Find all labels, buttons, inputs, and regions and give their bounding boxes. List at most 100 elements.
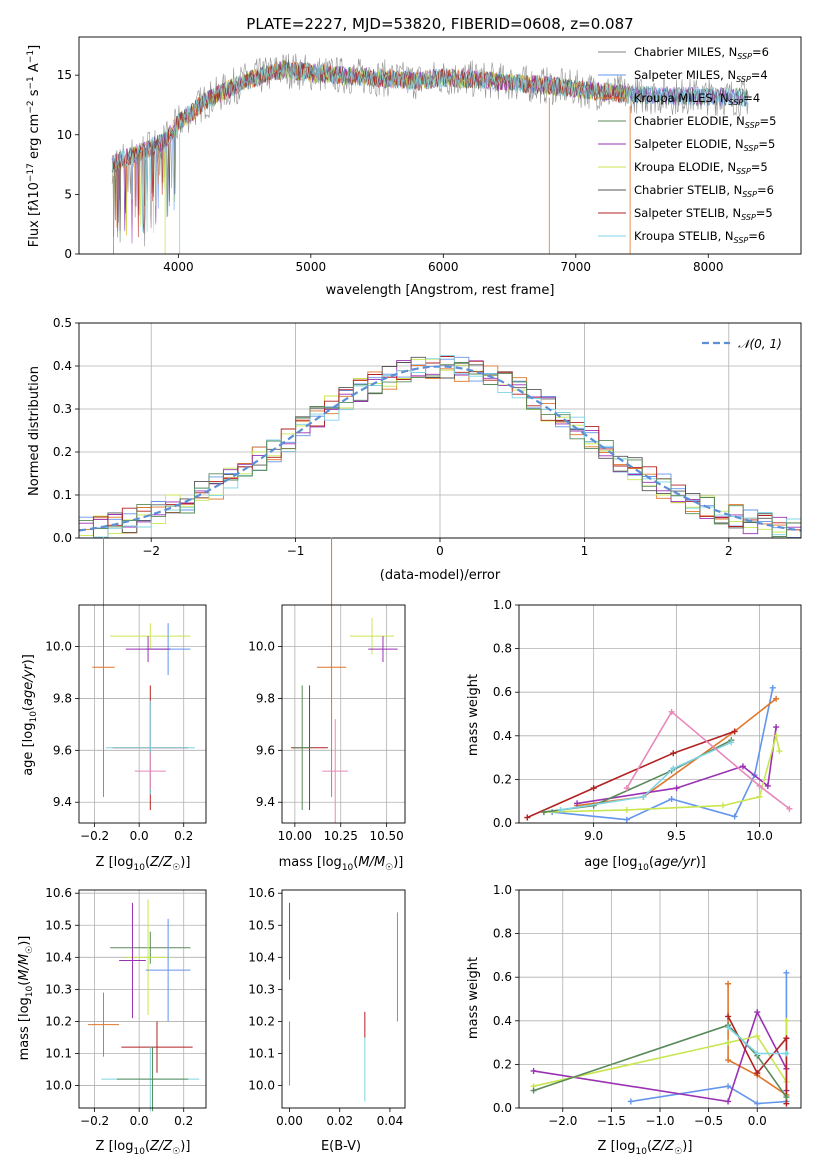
residual-xlabel: (data-model)/error <box>380 568 501 583</box>
residual-ytick-label: 0.3 <box>53 402 72 416</box>
mass-weight-metallicity-ytick-label: 0.0 <box>493 1101 512 1115</box>
residual-xtick-label: 0 <box>436 544 444 558</box>
spectrum-ytick-label: 10 <box>57 128 72 142</box>
mass-reddening-ytick-label: 10.3 <box>248 982 275 996</box>
spectrum-legend-label: Kroupa ELODIE, NSSP=5 <box>634 160 768 176</box>
spectrum-plot: 4000 5000 6000 7000 8000 0 5 10 15 <box>57 36 802 274</box>
mass-weight-age-ytick-label: 0.4 <box>493 729 512 743</box>
mass-weight-age-point-marker <box>524 814 531 821</box>
spectrum-series-line <box>111 60 630 235</box>
spectrum-legend-label: Salpeter STELIB, NSSP=5 <box>634 206 773 222</box>
residual-legend-label: 𝒩(0, 1) <box>738 337 782 351</box>
residual-xtick-label: 2 <box>725 544 733 558</box>
mass-weight-metallicity-point-marker <box>725 1024 732 1031</box>
gaussian-reference-curve <box>78 365 802 532</box>
mass-weight-vs-age-panel: 9.0 9.5 10.0 0.0 0.2 0.4 0.6 0.8 1.0 <box>493 598 802 843</box>
mass-weight-age-point-marker <box>773 695 780 702</box>
mass-weight-metallicity-point-marker <box>725 1098 732 1105</box>
mass-weight-metallicity-ytick-label: 0.6 <box>493 970 512 984</box>
spectrum-legend-label: Salpeter ELODIE, NSSP=5 <box>634 137 775 153</box>
mass-weight-age-point-marker <box>670 750 677 757</box>
mass-weight-age-series-line <box>543 739 732 813</box>
residual-ytick-label: 0.4 <box>53 359 72 373</box>
mass-weight-metallicity-xtick-label: 0.0 <box>748 1114 767 1128</box>
age-metallicity-ytick-label: 9.4 <box>53 795 72 809</box>
mass-reddening-frame <box>281 889 406 1109</box>
mass-reddening-ytick-label: 10.2 <box>248 1014 275 1028</box>
mass-weight-metallicity-point-marker <box>754 1033 761 1040</box>
mass-weight-metallicity-point-marker <box>530 1067 537 1074</box>
residual-xtick-label: −2 <box>142 544 160 558</box>
spectrum-xtick-label: 6000 <box>428 260 459 274</box>
mass-reddening-ytick-label: 10.0 <box>248 1079 275 1093</box>
mass-weight-age-series-line <box>576 698 777 807</box>
mass-weight-age-point-marker <box>764 782 771 789</box>
spectrum-xtick-label: 7000 <box>561 260 592 274</box>
mass-weight-age-ytick-label: 0.8 <box>493 642 512 656</box>
mass-weight-metallicity-xtick-label: −1.0 <box>645 1114 674 1128</box>
spectrum-xlabel: wavelength [Angstrom, rest frame] <box>326 283 555 298</box>
mass-vs-metallicity-panel: −0.2 0.0 0.2 10.0 10.1 10.2 10.3 10.4 10.5 10.6 <box>45 886 207 1128</box>
residual-ytick-label: 0.1 <box>53 488 72 502</box>
mass-weight-vs-metallicity-panel: −2.0 −1.5 −1.0 −0.5 0.0 0.0 0.2 0.4 0.6 0.8 1.0 <box>493 883 802 1128</box>
mass-metallicity-ytick-label: 10.4 <box>45 950 72 964</box>
age-mass-xtick-label: 10.00 <box>278 829 312 843</box>
age-metallicity-frame <box>78 604 207 824</box>
mass-weight-age-ytick-label: 0.2 <box>493 772 512 786</box>
mass-weight-metallicity-ytick-label: 0.4 <box>493 1014 512 1028</box>
mass-weight-age-point-marker <box>574 800 581 807</box>
residual-ytick-label: 0.2 <box>53 445 72 459</box>
age-mass-ytick-label: 9.4 <box>256 795 275 809</box>
age-mass-xtick-label: 10.25 <box>324 829 358 843</box>
mass-weight-age-point-marker <box>739 763 746 770</box>
spectrum-xtick-label: 8000 <box>693 260 724 274</box>
metallicity-xlabel-bottom: Z [log10(Z/Z☉)] <box>96 1139 191 1157</box>
age-metallicity-ytick-label: 9.8 <box>53 691 72 705</box>
mass-reddening-xtick-label: 0.02 <box>326 1114 353 1128</box>
age-mass-frame <box>281 604 406 824</box>
residual-ylabel: Normed distribution <box>27 366 42 496</box>
spectrum-series-line <box>111 60 749 232</box>
mass-weight-metallicity-point-marker <box>783 1035 790 1042</box>
mass-weight-label-top: mass weight <box>466 674 481 756</box>
mass-metallicity-xtick-label: −0.2 <box>80 1114 109 1128</box>
mass-weight-age-point-marker <box>769 684 776 691</box>
mass-weight-metallicity-series-line <box>727 1016 788 1104</box>
spectrum-ytick-label: 5 <box>64 187 72 201</box>
mass-weight-age-point-marker <box>668 796 675 803</box>
mass-weight-metallicity-ytick-label: 0.2 <box>493 1057 512 1071</box>
mass-weight-metallicity-ytick-label: 0.8 <box>493 927 512 941</box>
mass-weight-label-bottom: mass weight <box>466 957 481 1039</box>
mass-weight-metallicity-point-marker <box>725 1039 732 1046</box>
mass-reddening-xtick-label: 0.04 <box>377 1114 404 1128</box>
mass-weight-metallicity-point-marker <box>754 1100 761 1107</box>
spectrum-legend: Chabrier MILES, NSSP=6 Salpeter MILES, NS… <box>598 45 776 245</box>
mass-weight-age-point-marker <box>673 785 680 792</box>
residual-ytick-label: 0.5 <box>53 316 72 330</box>
mass-weight-metallicity-point-marker <box>725 1013 732 1020</box>
mass-reddening-ytick-label: 10.1 <box>248 1047 275 1061</box>
mass-metallicity-ytick-label: 10.5 <box>45 918 72 932</box>
mass-weight-age-point-marker <box>670 765 677 772</box>
age-mass-ytick-label: 9.8 <box>256 691 275 705</box>
mass-weight-age-xtick-label: 9.0 <box>584 829 603 843</box>
age-metallicity-xtick-label: 0.0 <box>130 829 149 843</box>
mass-metallicity-ytick-label: 10.2 <box>45 1014 72 1028</box>
mass-weight-age-series-line <box>543 735 781 813</box>
mass-weight-metallicity-point-marker <box>783 1050 790 1057</box>
mass-metallicity-ytick-label: 10.6 <box>45 886 72 900</box>
age-mass-ytick-label: 9.6 <box>256 743 275 757</box>
mass-weight-metallicity-ytick-label: 1.0 <box>493 883 512 897</box>
mass-metallicity-ytick-label: 10.3 <box>45 982 72 996</box>
mass-weight-metallicity-point-marker <box>627 1098 634 1105</box>
mass-weight-metallicity-frame <box>518 889 802 1109</box>
spectrum-legend-label: Salpeter MILES, NSSP=4 <box>634 68 768 84</box>
residual-panel: −2 −1 0 1 2 0.0 0.1 0.2 0.3 0.4 0.5 𝒩(0, 1) (data-m… <box>27 316 802 583</box>
mass-metallicity-xtick-label: 0.0 <box>130 1114 149 1128</box>
mass-weight-metallicity-point-marker <box>754 1009 761 1016</box>
spectrum-ytick-label: 15 <box>57 68 72 82</box>
mass-weight-metallicity-point-marker <box>783 969 790 976</box>
mass-xlabel: mass [log10(M/M☉)] <box>279 855 404 873</box>
mass-weight-age-point-marker <box>786 805 793 812</box>
